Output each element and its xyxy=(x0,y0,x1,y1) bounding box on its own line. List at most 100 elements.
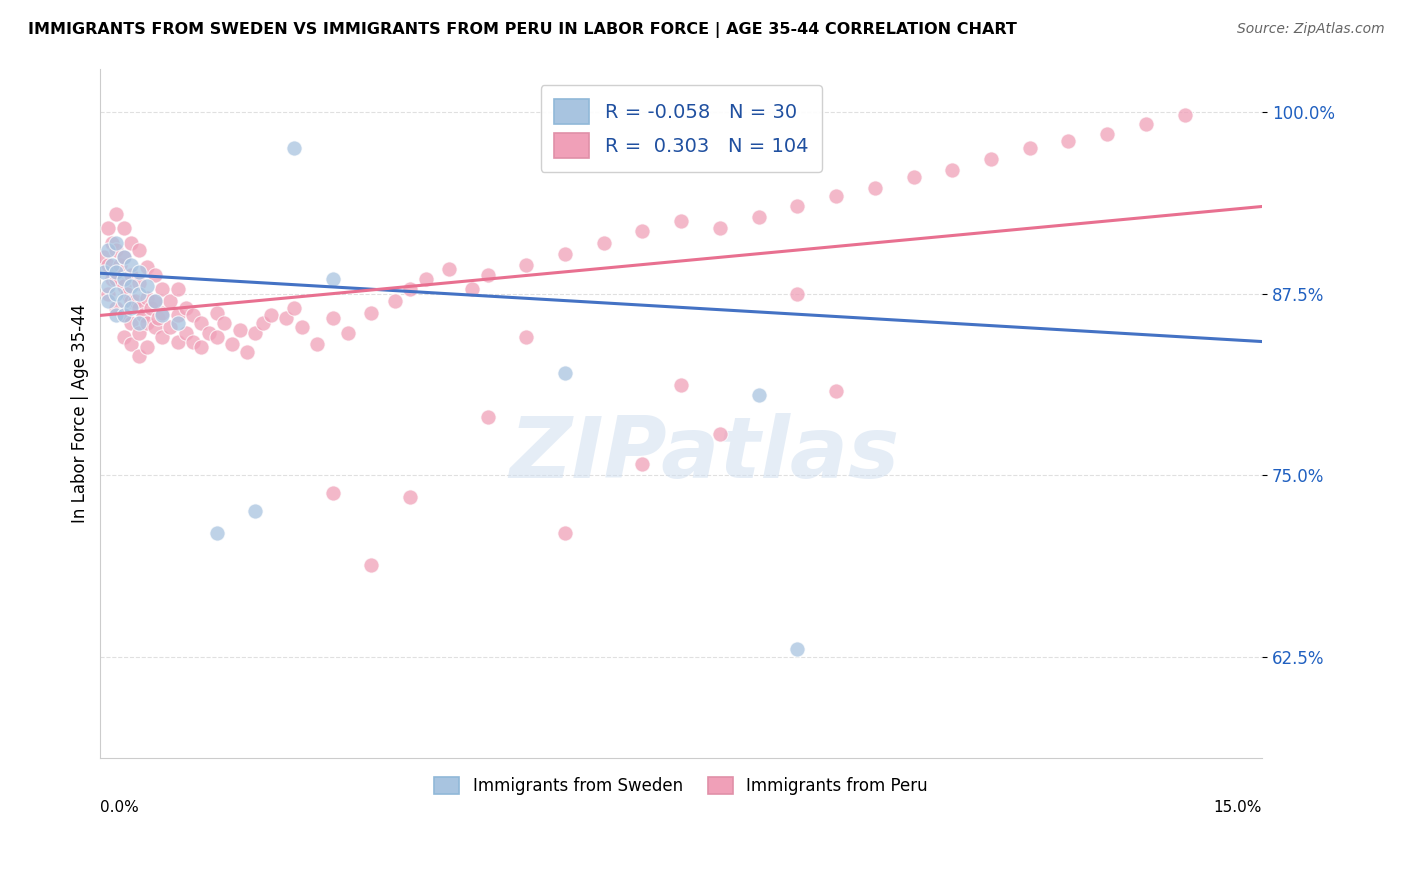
Point xyxy=(128,265,150,279)
Point xyxy=(669,214,692,228)
Point xyxy=(477,268,499,282)
Point xyxy=(150,282,173,296)
Point xyxy=(120,337,142,351)
Point xyxy=(104,265,127,279)
Point xyxy=(120,268,142,282)
Point xyxy=(322,311,344,326)
Point xyxy=(245,504,267,518)
Point xyxy=(108,258,131,272)
Point xyxy=(112,279,135,293)
Point xyxy=(825,189,848,203)
Point xyxy=(97,221,120,235)
Point xyxy=(120,279,142,293)
Point xyxy=(229,323,252,337)
Point xyxy=(112,293,135,308)
Point xyxy=(786,642,808,657)
Point xyxy=(205,305,228,319)
Point xyxy=(120,316,142,330)
Point xyxy=(166,316,188,330)
Point xyxy=(825,384,848,398)
Point xyxy=(117,286,139,301)
Point xyxy=(748,388,770,402)
Point xyxy=(786,199,808,213)
Point xyxy=(139,301,162,315)
Point xyxy=(276,311,298,326)
Point xyxy=(283,301,305,315)
Point xyxy=(205,526,228,541)
Point xyxy=(135,340,157,354)
Point xyxy=(159,320,181,334)
Point xyxy=(322,485,344,500)
Point xyxy=(128,243,150,257)
Point xyxy=(124,293,146,308)
Point xyxy=(1095,127,1118,141)
Point xyxy=(631,457,654,471)
Point xyxy=(190,316,212,330)
Point xyxy=(205,330,228,344)
Text: ZIPatlas: ZIPatlas xyxy=(509,413,900,496)
Point xyxy=(197,326,219,340)
Point xyxy=(150,309,173,323)
Point xyxy=(709,221,731,235)
Point xyxy=(166,334,188,349)
Point xyxy=(128,316,150,330)
Point xyxy=(181,334,204,349)
Point xyxy=(143,268,166,282)
Point xyxy=(104,301,127,315)
Point xyxy=(236,344,259,359)
Point xyxy=(101,258,124,272)
Point xyxy=(748,210,770,224)
Point xyxy=(260,309,283,323)
Point xyxy=(337,326,360,340)
Text: 15.0%: 15.0% xyxy=(1213,800,1263,814)
Point xyxy=(181,309,204,323)
Legend: Immigrants from Sweden, Immigrants from Peru: Immigrants from Sweden, Immigrants from … xyxy=(427,771,935,802)
Point xyxy=(112,309,135,323)
Point xyxy=(135,291,157,305)
Point xyxy=(592,235,614,250)
Point xyxy=(97,258,120,272)
Point xyxy=(307,337,329,351)
Point xyxy=(104,286,127,301)
Point xyxy=(104,309,127,323)
Point xyxy=(1018,141,1040,155)
Text: IMMIGRANTS FROM SWEDEN VS IMMIGRANTS FROM PERU IN LABOR FORCE | AGE 35-44 CORREL: IMMIGRANTS FROM SWEDEN VS IMMIGRANTS FRO… xyxy=(28,22,1017,38)
Point xyxy=(214,316,236,330)
Point xyxy=(112,272,135,286)
Point xyxy=(104,272,127,286)
Point xyxy=(135,279,157,293)
Point xyxy=(104,235,127,250)
Point xyxy=(128,349,150,363)
Point xyxy=(399,282,422,296)
Point xyxy=(120,258,142,272)
Y-axis label: In Labor Force | Age 35-44: In Labor Force | Age 35-44 xyxy=(72,304,89,523)
Point xyxy=(112,250,135,264)
Point xyxy=(128,326,150,340)
Text: 0.0%: 0.0% xyxy=(100,800,139,814)
Point xyxy=(360,558,382,573)
Point xyxy=(515,330,537,344)
Point xyxy=(128,301,150,315)
Point xyxy=(104,243,127,257)
Text: Source: ZipAtlas.com: Source: ZipAtlas.com xyxy=(1237,22,1385,37)
Point xyxy=(150,330,173,344)
Point xyxy=(221,337,243,351)
Point xyxy=(166,309,188,323)
Point xyxy=(322,272,344,286)
Point xyxy=(120,235,142,250)
Point xyxy=(97,243,120,257)
Point xyxy=(143,293,166,308)
Point xyxy=(93,265,115,279)
Point xyxy=(101,272,124,286)
Point xyxy=(437,261,460,276)
Point xyxy=(461,282,484,296)
Point xyxy=(143,293,166,308)
Point xyxy=(135,260,157,275)
Point xyxy=(128,277,150,291)
Point xyxy=(1135,117,1157,131)
Point xyxy=(399,490,422,504)
Point xyxy=(174,326,197,340)
Point xyxy=(669,378,692,392)
Point xyxy=(252,316,274,330)
Point xyxy=(1174,108,1197,122)
